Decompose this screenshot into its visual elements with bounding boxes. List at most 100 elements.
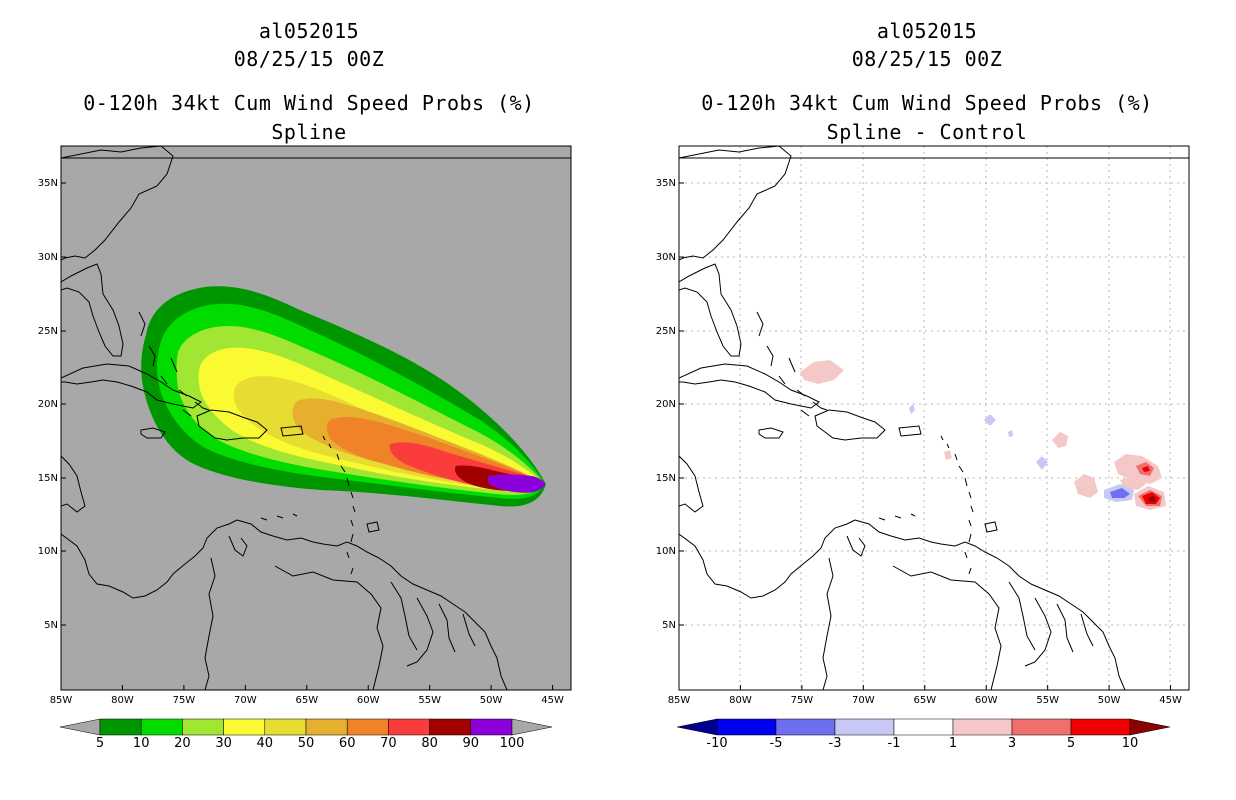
- lon-label: 75W: [173, 695, 196, 706]
- left-map: [60, 145, 572, 691]
- left-probability-shading: [141, 286, 546, 507]
- colorbar-label: 100: [500, 736, 525, 751]
- right-title: 0-120h 34kt Cum Wind Speed Probs (%): [701, 91, 1153, 115]
- diff-negative-small-1: [909, 404, 915, 414]
- lon-label: 80W: [111, 695, 134, 706]
- colorbar-label: 30: [215, 736, 232, 751]
- right-map-background: [679, 146, 1189, 690]
- colorbar-swatch: [470, 718, 513, 736]
- colorbar-label: 1: [949, 736, 957, 751]
- colorbar-label: -10: [706, 736, 727, 751]
- right-colorbar: -10 -5 -3 -1 1 3 5 10: [676, 718, 1171, 751]
- colorbar-label: 90: [463, 736, 480, 751]
- right-difference-shading: [800, 360, 1166, 510]
- diff-positive-bahamas: [800, 360, 844, 384]
- colorbar-label: 10: [1122, 736, 1139, 751]
- colorbar-arrow-low: [59, 718, 101, 736]
- colorbar-label: 60: [339, 736, 356, 751]
- diff-positive-small-1: [944, 450, 952, 460]
- lon-label: 75W: [791, 695, 814, 706]
- colorbar-swatch: [893, 718, 954, 736]
- colorbar-label: 10: [133, 736, 150, 751]
- colorbar-label: 5: [1067, 736, 1075, 751]
- right-axes: 35N 30N 25N 20N 15N 10N 5N 85W 80W 75W 70W 65W 60W 55…: [656, 178, 1182, 706]
- colorbar-label: 5: [96, 736, 104, 751]
- colorbar-swatch: [1070, 718, 1131, 736]
- colorbar-swatch: [223, 718, 266, 736]
- right-storm-id: al052015: [876, 19, 978, 43]
- colorbar-swatch: [388, 718, 430, 736]
- diff-negative-3-center: [1110, 488, 1130, 498]
- diff-positive-10-south: [1148, 496, 1156, 502]
- lon-label: 55W: [1036, 695, 1059, 706]
- diff-negative-small-2: [984, 414, 996, 426]
- colorbar-label: -3: [829, 736, 842, 751]
- colorbar-swatch: [1011, 718, 1072, 736]
- lat-label: 5N: [662, 620, 676, 631]
- lat-label: 35N: [38, 178, 58, 189]
- lon-label: 65W: [295, 695, 318, 706]
- left-colorbar: 5 10 20 30 40 50 60 70 80 90 100: [59, 718, 553, 751]
- colorbar-label: 20: [174, 736, 191, 751]
- lon-label: 65W: [913, 695, 936, 706]
- left-title: 0-120h 34kt Cum Wind Speed Probs (%): [83, 91, 535, 115]
- lat-label: 35N: [656, 178, 676, 189]
- colorbar-label: 3: [1008, 736, 1016, 751]
- colorbar-arrow-high: [1129, 718, 1171, 736]
- diff-negative-small-3: [1008, 430, 1013, 437]
- right-datetime: 08/25/15 00Z: [851, 47, 1003, 71]
- left-subtitle: Spline: [271, 120, 347, 144]
- left-storm-id: al052015: [258, 19, 360, 43]
- right-map: [678, 145, 1190, 691]
- colorbar-swatch: [140, 718, 183, 736]
- right-gridlines: [679, 146, 1189, 690]
- right-map-frame: [678, 145, 1190, 691]
- colorbar-label: -1: [888, 736, 901, 751]
- diff-positive-1080: [1074, 474, 1098, 498]
- left-map-frame: [60, 145, 572, 691]
- colorbar-swatch: [429, 718, 472, 736]
- lat-label: 10N: [38, 546, 58, 557]
- lon-label: 60W: [975, 695, 998, 706]
- lat-label: 15N: [38, 473, 58, 484]
- diff-positive-1054: [1052, 432, 1068, 448]
- lat-label: 25N: [656, 326, 676, 337]
- colorbar-swatch: [99, 718, 142, 736]
- lon-label: 45W: [1159, 695, 1182, 706]
- lat-label: 15N: [656, 473, 676, 484]
- lat-label: 10N: [656, 546, 676, 557]
- colorbar-swatch: [182, 718, 224, 736]
- lat-label: 20N: [38, 399, 58, 410]
- diff-negative-small-4: [1036, 456, 1048, 470]
- colorbar-arrow-low: [676, 718, 718, 736]
- diff-positive-10-ne: [1142, 466, 1150, 472]
- colorbar-swatch: [775, 718, 836, 736]
- lon-label: 70W: [234, 695, 257, 706]
- lon-label: 55W: [418, 695, 441, 706]
- lon-label: 70W: [852, 695, 875, 706]
- lat-label: 30N: [656, 252, 676, 263]
- lat-label: 5N: [44, 620, 58, 631]
- left-axes: 35N 30N 25N 20N 15N 10N 5N 85W 80W 75W 70W 65W 60W 55…: [38, 178, 564, 706]
- diff-positive-center: [1120, 476, 1146, 490]
- colorbar-swatch: [346, 718, 389, 736]
- lon-label: 60W: [357, 695, 380, 706]
- colorbar-swatch: [716, 718, 777, 736]
- prob-band-90: [488, 474, 545, 493]
- colorbar-label: 70: [380, 736, 397, 751]
- colorbar-label: 50: [298, 736, 315, 751]
- lon-label: 45W: [541, 695, 564, 706]
- colorbar-swatch: [305, 718, 348, 736]
- lon-label: 50W: [1098, 695, 1121, 706]
- colorbar-label: 80: [421, 736, 438, 751]
- colorbar-arrow-high: [511, 718, 553, 736]
- colorbar-swatch: [952, 718, 1013, 736]
- right-subtitle: Spline - Control: [826, 120, 1028, 144]
- colorbar-label: -5: [770, 736, 783, 751]
- lat-label: 20N: [656, 399, 676, 410]
- lon-label: 80W: [729, 695, 752, 706]
- colorbar-swatch: [834, 718, 895, 736]
- lon-label: 85W: [668, 695, 691, 706]
- lon-label: 50W: [480, 695, 503, 706]
